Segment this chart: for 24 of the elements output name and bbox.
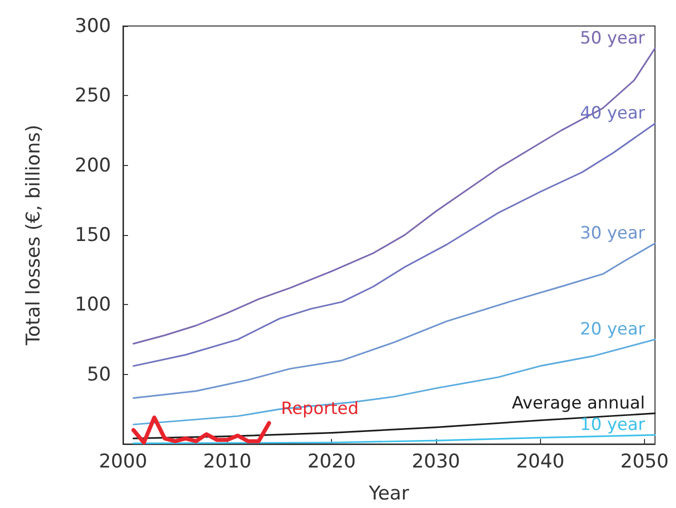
x-tick-label: 2000 [98,450,148,472]
series-label: 20 year [580,320,646,340]
series-label: Reported [281,399,359,420]
x-tick-label: 2030 [412,450,460,472]
y-tick-label: 300 [74,15,111,37]
x-tick-label: 2020 [307,450,356,472]
line-series [132,47,656,344]
y-axis-title: Total losses (€, billions) [22,124,44,346]
line-series [132,434,656,444]
y-tick-label: 150 [74,224,111,246]
line-series [131,416,272,445]
x-axis-title: Year [368,482,410,504]
y-tick-label: 250 [74,84,111,107]
x-tick-label: 2050 [620,450,669,472]
y-tick-label: 100 [74,294,111,316]
series-label: Average annual [512,393,645,414]
series-label: 10 year [580,414,646,435]
y-tick-label: 200 [74,154,111,176]
series-label: 30 year [580,223,646,244]
x-tick-label: 2040 [516,450,564,472]
series-label: 50 year [580,28,646,48]
line-series [132,122,656,367]
y-tick-label: 50 [86,363,111,386]
x-tick-label: 2010 [203,450,252,472]
